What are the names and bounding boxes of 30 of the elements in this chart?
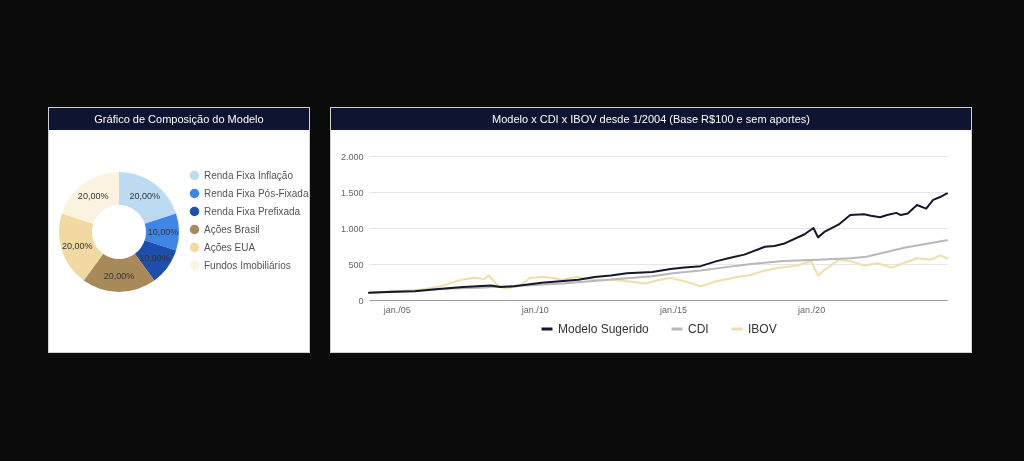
data-label: 10,00% xyxy=(139,252,170,263)
legend-label: Modelo Sugerido xyxy=(558,322,650,336)
donut-slice xyxy=(59,213,104,281)
legend-label: Ações EUA xyxy=(204,241,256,253)
chart-title: Modelo x CDI x IBOV desde 1/2004 (Base R$100 e sem aportes) xyxy=(331,108,971,130)
x-tick-label: jan./05 xyxy=(382,304,411,315)
data-label: 20,00% xyxy=(77,191,109,202)
donut-slice xyxy=(119,172,177,224)
data-label: 10,00% xyxy=(147,227,179,237)
legend-label: Ações Brasil xyxy=(204,223,260,235)
y-tick-label: 500 xyxy=(348,259,364,270)
x-tick-label: jan./15 xyxy=(658,304,687,315)
data-label: 20,00% xyxy=(129,191,161,202)
y-tick-label: 0 xyxy=(358,295,364,306)
legend-label: Fundos Imobiliários xyxy=(204,259,291,271)
y-tick-label: 2.000 xyxy=(340,151,364,162)
legend-label: Renda Fixa Inflação xyxy=(204,169,294,181)
data-label: 20,00% xyxy=(61,240,93,251)
x-tick-label: jan./10 xyxy=(520,304,549,315)
y-tick-label: 1.500 xyxy=(340,187,364,198)
legend-label: Renda Fixa Pós-Fixada xyxy=(204,187,309,199)
y-tick-label: 1.000 xyxy=(340,223,364,234)
x-tick-label: jan./20 xyxy=(797,304,826,315)
legend-label: Renda Fixa Prefixada xyxy=(204,205,301,217)
line-series xyxy=(368,192,948,294)
chart-title: Gráfico de Composição do Modelo xyxy=(49,108,309,130)
legend-label: CDI xyxy=(688,322,709,336)
data-label: 20,00% xyxy=(103,271,135,281)
donut-slice xyxy=(61,172,119,224)
legend-label: IBOV xyxy=(748,322,777,336)
